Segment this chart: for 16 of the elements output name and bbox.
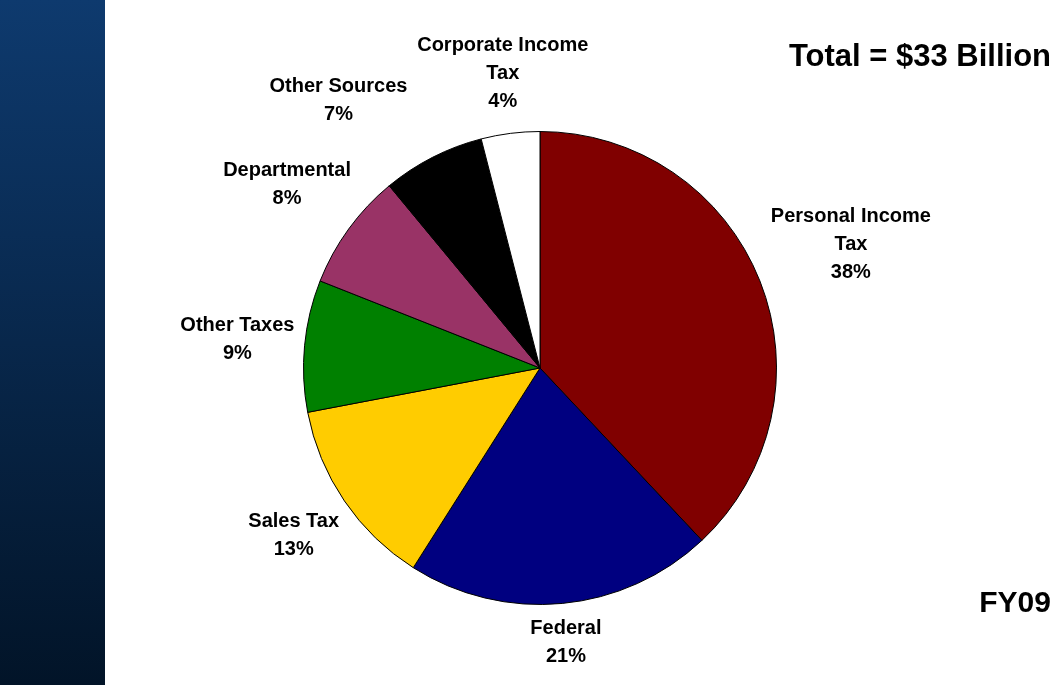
data-label: 9%	[222, 340, 253, 363]
data-label: 21%	[545, 644, 587, 667]
text: Total = $33 Billion	[788, 38, 1051, 74]
slice-label: Sales Tax	[248, 508, 340, 531]
data-label: 13%	[273, 536, 314, 559]
slice-label: Departmental	[223, 157, 351, 180]
slice-label: Other Sources	[269, 73, 408, 96]
slice-label: Federal	[530, 616, 602, 639]
data-label: 8%	[272, 185, 302, 208]
data-label: 38%	[830, 260, 872, 283]
slice-label: Other Taxes	[180, 312, 295, 335]
slice-label: Personal Income Tax	[770, 204, 931, 255]
text: FY09	[979, 585, 1051, 619]
data-label: 4%	[488, 88, 518, 111]
slice-label: Corporate Income Tax	[417, 32, 589, 83]
data-label: 7%	[324, 101, 354, 124]
